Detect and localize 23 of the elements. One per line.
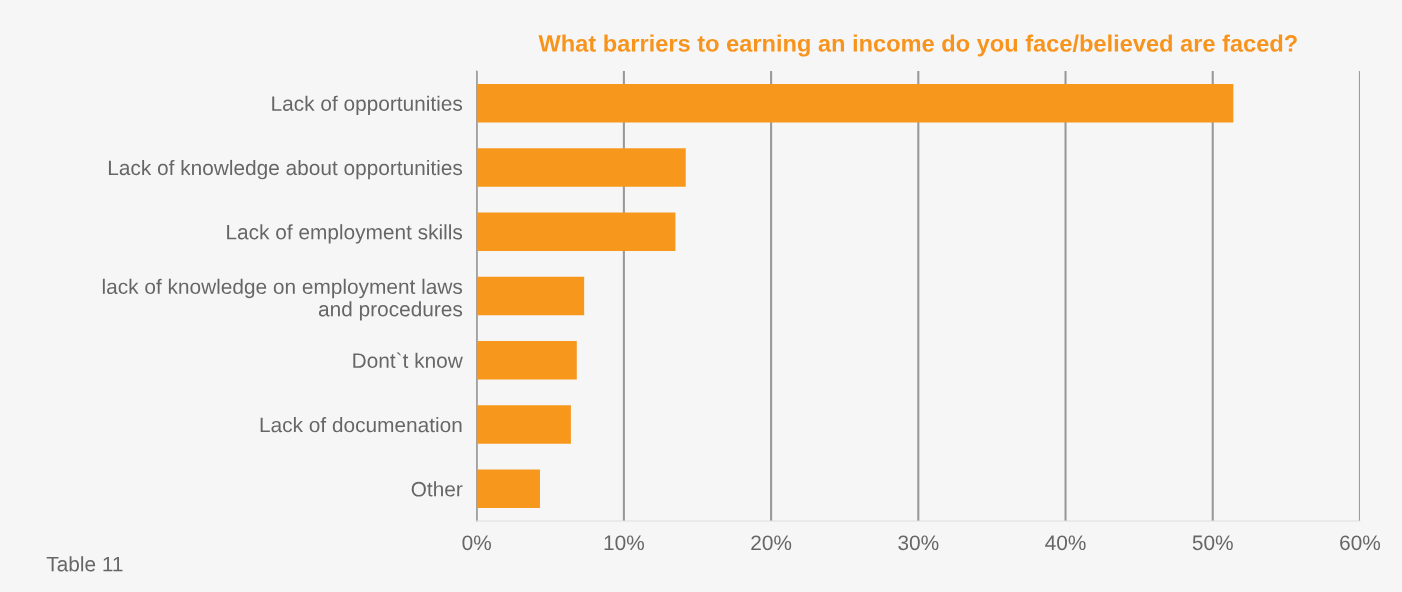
bar <box>476 340 577 380</box>
y-tick-label: Lack of employment skills <box>227 224 463 244</box>
x-tick-label: 40% <box>1045 535 1086 551</box>
x-tick-label: 50% <box>1192 535 1233 551</box>
y-tick-label: lack of knowledge on employment laws and procedures <box>102 278 463 321</box>
y-tick-label: Dont`t know <box>353 352 463 369</box>
y-tick-label: Lack of knowledge about opportunities <box>108 159 463 180</box>
x-tick-label: 30% <box>898 535 939 551</box>
bar <box>476 405 571 444</box>
caption: Table 11 <box>46 556 123 572</box>
bar <box>476 83 1234 123</box>
bar <box>476 148 686 187</box>
x-tick-label: 0% <box>462 535 491 551</box>
bar <box>476 469 540 509</box>
x-tick-label: 10% <box>604 535 644 551</box>
bar <box>476 276 585 316</box>
y-tick-label: Other <box>411 481 463 497</box>
x-tick-label: 20% <box>751 535 792 551</box>
x-tick-label: 60% <box>1340 535 1381 551</box>
chart-title: What barriers to earning an income do you face/believed are faced? <box>538 34 1297 57</box>
bar <box>476 212 676 252</box>
y-tick-label: Lack of documenation <box>260 417 462 433</box>
y-tick-label: Lack of opportunities <box>272 95 463 116</box>
